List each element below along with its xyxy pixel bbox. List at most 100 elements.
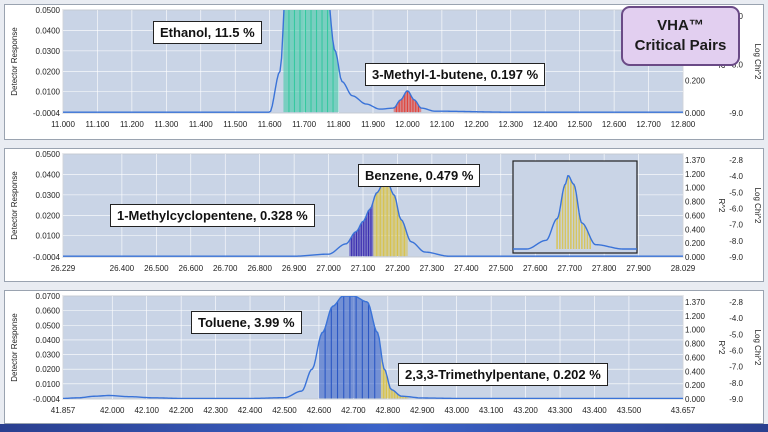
x-tick-label: 27.200 <box>385 264 410 273</box>
x-tick-label: 12.500 <box>567 120 592 129</box>
y-tick-label: 0.0300 <box>36 351 61 360</box>
x-tick-label: 27.700 <box>557 264 582 273</box>
x-tick-label: 11.400 <box>189 120 213 129</box>
y-tick-label: 0.0100 <box>36 232 61 241</box>
r2-axis-title: R^2 <box>717 199 726 214</box>
x-tick-label: 27.000 <box>316 264 341 273</box>
right-tick-label: 0.200 <box>685 77 706 86</box>
x-tick-label: 27.800 <box>592 264 617 273</box>
right-tick-label-2: -2.8 <box>729 298 743 307</box>
y-tick-label: -0.0004 <box>33 395 61 404</box>
right-tick-label: 0.600 <box>685 211 706 220</box>
right-tick-label-2: -5.0 <box>729 188 743 197</box>
x-tick-label: 12.200 <box>464 120 489 129</box>
x-tick-label: 42.100 <box>134 406 159 415</box>
x-tick-label: 42.400 <box>238 406 263 415</box>
right-tick-label: 1.370 <box>685 156 706 165</box>
right-tick-label-2: -9.0 <box>729 395 743 404</box>
x-tick-label: 43.200 <box>513 406 538 415</box>
chi-axis-title: Log Chi^2 <box>753 188 762 224</box>
inset-trace <box>513 175 637 250</box>
x-tick-label: 27.600 <box>523 264 548 273</box>
right-tick-label-2: -2.8 <box>729 156 743 165</box>
y-tick-label: 0.0100 <box>36 88 61 97</box>
x-tick-label: 42.000 <box>100 406 125 415</box>
y-axis-title: Detector Response <box>10 27 19 96</box>
y-tick-label: 0.0200 <box>36 211 61 220</box>
x-tick-label: 26.600 <box>179 264 204 273</box>
label-ethanol: Ethanol, 11.5 % <box>153 21 262 44</box>
x-tick-label: 12.800 <box>671 120 696 129</box>
right-tick-label-2: -8.0 <box>729 61 743 70</box>
y-tick-label: 0.0400 <box>36 170 61 179</box>
x-tick-label: 11.200 <box>120 120 144 129</box>
right-tick-label: 0.800 <box>685 198 706 207</box>
chromatogram-trace <box>63 180 683 257</box>
right-tick-label: 0.200 <box>685 239 706 248</box>
chi-axis-title: Log Chi^2 <box>753 330 762 366</box>
y-tick-label: -0.0004 <box>33 253 61 262</box>
label-toluene: Toluene, 3.99 % <box>191 311 302 334</box>
chart-panel-3: 41.857 42.000 42.100 42.200 42.300 42.400 42.5… <box>4 290 764 424</box>
plot-content <box>63 180 683 257</box>
x-tick-label: 11.100 <box>86 120 110 129</box>
x-tick-label: 27.500 <box>489 264 514 273</box>
right-tick-label: 0.400 <box>685 225 706 234</box>
r2-axis-title: R^2 <box>717 341 726 356</box>
right-tick-label: 0.200 <box>685 381 706 390</box>
x-tick-label: 42.200 <box>169 406 194 415</box>
right-tick-label: 0.000 <box>685 395 706 404</box>
y-axis-title: Detector Response <box>10 313 19 382</box>
y-tick-label: 0.0400 <box>36 336 61 345</box>
x-tick-label: 42.300 <box>203 406 228 415</box>
x-tick-label: 26.400 <box>110 264 135 273</box>
chromatogram-trace <box>63 10 683 113</box>
x-tick-label: 28.029 <box>671 264 696 273</box>
label-1-methylcyclopentene: 1-Methylcyclopentene, 0.328 % <box>110 204 315 227</box>
right-tick-label-2: -8.0 <box>729 237 743 246</box>
inset-frame <box>512 160 638 254</box>
vha-critical-pairs-badge: VHA™ Critical Pairs <box>621 6 740 66</box>
x-tick-label: 42.800 <box>376 406 401 415</box>
chart-3-svg: 41.857 42.000 42.100 42.200 42.300 42.400 42.5… <box>10 292 762 415</box>
right-tick-label: 0.000 <box>685 109 706 118</box>
x-tick-label: 27.300 <box>420 264 445 273</box>
footer-bar <box>0 424 768 432</box>
right-tick-label: 1.200 <box>685 312 706 321</box>
x-tick-label: 42.600 <box>307 406 332 415</box>
right-tick-label-2: -7.0 <box>729 363 743 372</box>
label-3-methyl-1-butene: 3-Methyl-1-butene, 0.197 % <box>365 63 546 86</box>
x-tick-label: 43.400 <box>582 406 607 415</box>
chi-axis-title: Log Chi^2 <box>753 44 762 80</box>
x-tick-label: 26.700 <box>213 264 238 273</box>
y-tick-label: 0.0500 <box>36 150 61 159</box>
y-tick-label: 0.0700 <box>36 292 61 301</box>
x-tick-label: 26.500 <box>144 264 169 273</box>
right-tick-label-2: -9.0 <box>729 109 743 118</box>
x-tick-label: 27.100 <box>351 264 376 273</box>
x-tick-label: 26.800 <box>247 264 272 273</box>
x-tick-label: 12.400 <box>533 120 558 129</box>
right-tick-label-2: -6.0 <box>729 205 743 214</box>
plot-content <box>63 10 683 113</box>
right-tick-label: 0.800 <box>685 340 706 349</box>
x-tick-label: 42.500 <box>272 406 297 415</box>
right-tick-label: 0.000 <box>685 253 706 262</box>
x-tick-label: 12.700 <box>636 120 661 129</box>
badge-line-1: VHA™ <box>657 17 704 34</box>
x-tick-label: 12.000 <box>395 120 420 129</box>
y-tick-label: 0.0500 <box>36 6 61 15</box>
x-tick-label: 11.000 <box>51 120 75 129</box>
x-tick-label: 43.657 <box>671 406 696 415</box>
y-tick-label: 0.0600 <box>36 307 61 316</box>
peak-fill <box>380 350 409 399</box>
x-tick-label: 11.300 <box>154 120 178 129</box>
x-tick-label: 11.500 <box>223 120 247 129</box>
x-tick-label: 12.300 <box>499 120 524 129</box>
right-tick-label: 0.600 <box>685 353 706 362</box>
right-tick-label: 1.000 <box>685 326 706 335</box>
label-benzene: Benzene, 0.479 % <box>358 164 481 187</box>
chromatogram-trace <box>63 296 683 399</box>
y-tick-label: 0.0300 <box>36 191 61 200</box>
x-tick-label: 43.000 <box>444 406 469 415</box>
